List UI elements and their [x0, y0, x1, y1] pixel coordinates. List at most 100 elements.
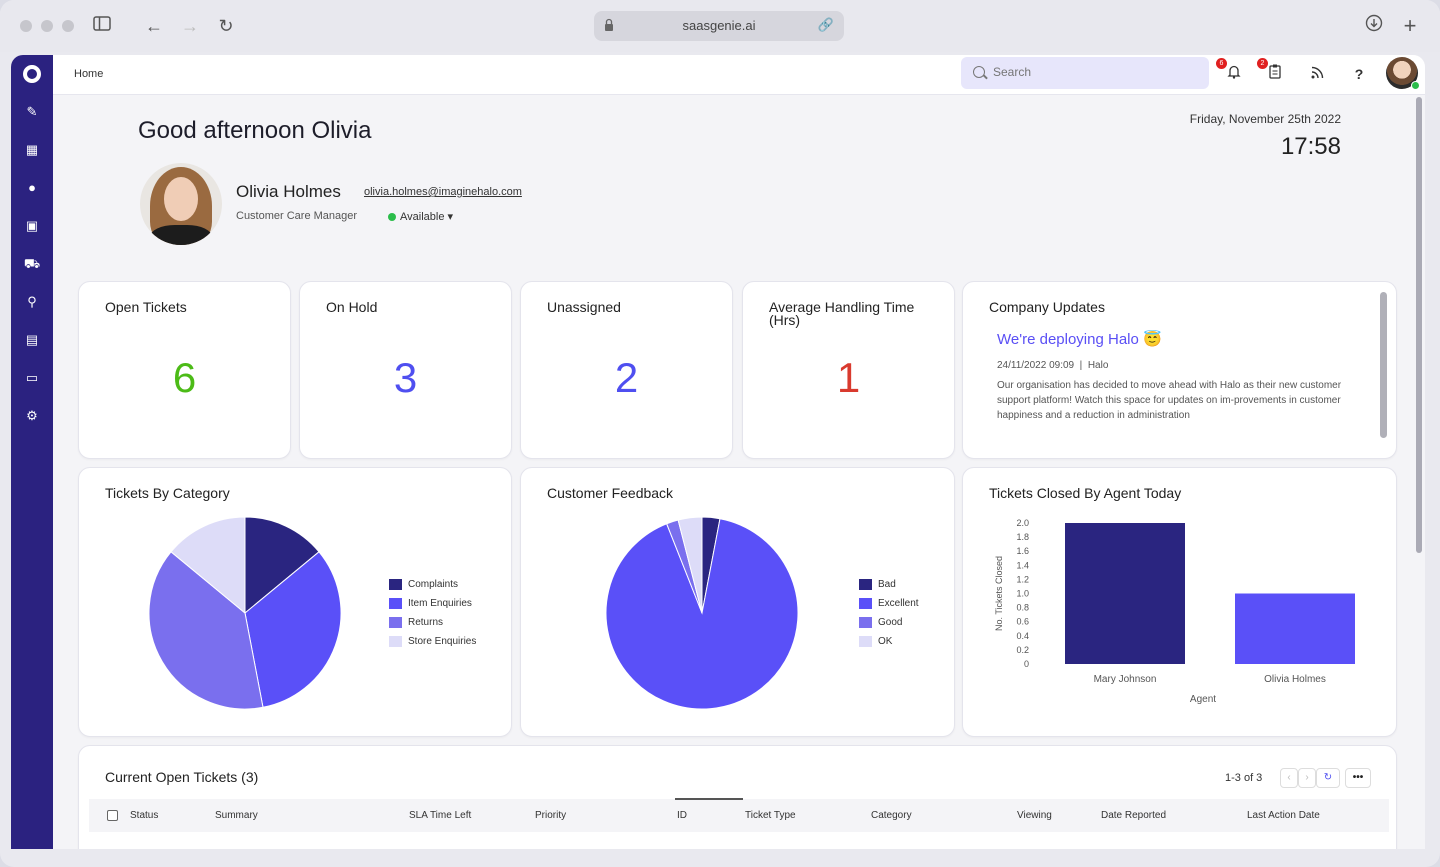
pie-slice-complaints[interactable] [244, 516, 320, 615]
table-header: Status Summary SLA Time Left Priority ID… [89, 799, 1389, 832]
chart-title: Tickets By Category [105, 485, 230, 501]
column-header-id[interactable]: ID [677, 810, 687, 821]
next-page-button[interactable]: › [1298, 768, 1316, 788]
user-icon[interactable]: ● [28, 180, 36, 195]
maximize-window-button[interactable] [62, 20, 74, 32]
legend-label: OK [878, 636, 893, 647]
stat-card-average-handling-time[interactable]: Average Handling Time (Hrs) 1 [742, 281, 955, 459]
stat-card-on-hold[interactable]: On Hold 3 [299, 281, 512, 459]
customer-feedback-pie[interactable] [604, 515, 800, 711]
help-icon[interactable]: ? [1354, 66, 1364, 82]
stat-card-open-tickets[interactable]: Open Tickets 6 [78, 281, 291, 459]
legend-item-store-enquiries[interactable]: Store Enquiries [389, 632, 476, 651]
stat-card-unassigned[interactable]: Unassigned 2 [520, 281, 733, 459]
select-all-checkbox[interactable] [107, 810, 118, 821]
y-tick-label: 0 [1024, 659, 1029, 669]
legend-item-complaints[interactable]: Complaints [389, 575, 476, 594]
calendar-icon[interactable]: ▦ [25, 142, 39, 157]
previous-page-button[interactable]: ‹ [1280, 768, 1298, 788]
chart-title: Tickets Closed By Agent Today [989, 485, 1182, 501]
current-open-tickets-card: Current Open Tickets (3) 1-3 of 3 ‹ › ↻ … [78, 745, 1397, 849]
search-icon [973, 66, 985, 78]
user-name: Olivia Holmes [236, 182, 341, 201]
user-email-link[interactable]: olivia.holmes@imaginehalo.com [364, 186, 522, 198]
user-avatar[interactable] [1386, 57, 1420, 90]
column-header-status[interactable]: Status [130, 810, 159, 821]
legend-label: Good [878, 617, 903, 628]
pagination-label: 1-3 of 3 [1225, 772, 1263, 784]
halo-logo-icon[interactable] [23, 65, 41, 83]
legend-item-bad[interactable]: Bad [859, 575, 919, 594]
link-icon[interactable]: 🔗 [817, 17, 834, 32]
pie-slice-ok[interactable] [677, 516, 703, 614]
availability-dropdown[interactable]: Available ▾ [388, 210, 453, 223]
minimize-window-button[interactable] [41, 20, 53, 32]
tickets-by-category-card: Tickets By Category Complaints Item Enqui… [78, 467, 512, 737]
legend-item-returns[interactable]: Returns [389, 613, 476, 632]
settings-gear-icon[interactable]: ⚙ [26, 408, 38, 423]
legend-item-good[interactable]: Good [859, 613, 919, 632]
breadcrumb[interactable]: Home [74, 68, 104, 80]
tickets-icon[interactable]: ✎ [26, 104, 38, 119]
back-arrow-icon[interactable]: ← [145, 16, 163, 36]
available-status-dot [388, 213, 396, 221]
notifications-bell-icon[interactable]: 6 [1216, 58, 1244, 84]
legend-item-item-enquiries[interactable]: Item Enquiries [389, 594, 476, 613]
pie-slice-returns[interactable] [148, 551, 264, 710]
legend-swatch [859, 579, 872, 590]
y-tick-label: 0.4 [1016, 631, 1029, 641]
more-options-icon[interactable]: ••• [1345, 768, 1371, 788]
legend-swatch [389, 579, 402, 590]
tickets-closed-bar-chart: 2.0 1.8 1.6 1.4 1.2 1.0 0.8 0.6 0.4 0.2 0 No. Ticke… [994, 518, 1355, 705]
greeting-title: Good afternoon Olivia [138, 117, 372, 144]
y-tick-label: 1.8 [1016, 532, 1029, 542]
package-icon[interactable]: ▣ [25, 218, 39, 233]
legend-item-ok[interactable]: OK [859, 632, 919, 651]
refresh-icon[interactable]: ↻ [1316, 768, 1340, 788]
truck-icon[interactable]: ⛟ [23, 256, 41, 271]
y-axis-label: No. Tickets Closed [994, 556, 1004, 631]
sidebar-toggle-icon[interactable] [90, 14, 114, 38]
app-frame: ✎ ▦ ● ▣ ⛟ ⚲ ▤ ▭ ⚙ Home 6 2 [11, 55, 1425, 849]
column-header-ticket-type[interactable]: Ticket Type [745, 810, 796, 821]
column-header-category[interactable]: Category [871, 810, 912, 821]
search-box[interactable] [961, 57, 1209, 89]
column-header-last-action-date[interactable]: Last Action Date [1247, 810, 1320, 821]
update-author: Halo [1087, 360, 1109, 371]
pie-slice-item-enquiries[interactable] [244, 551, 342, 708]
address-bar[interactable]: saasgenie.ai 🔗 [594, 11, 844, 41]
legend-item-excellent[interactable]: Excellent [859, 594, 919, 613]
bar-olivia-holmes[interactable] [1235, 593, 1355, 665]
pie-slice-store-enquiries[interactable] [170, 516, 246, 615]
rss-feed-icon[interactable] [1307, 64, 1327, 84]
bar-mary-johnson[interactable] [1065, 523, 1185, 664]
reload-icon[interactable]: ↻ [218, 16, 234, 36]
tickets-by-category-pie[interactable] [147, 515, 343, 711]
lock-icon [605, 18, 613, 31]
monitor-icon[interactable]: ▭ [25, 370, 39, 385]
column-header-date-reported[interactable]: Date Reported [1101, 810, 1167, 821]
search-icon[interactable]: ⚲ [27, 294, 37, 309]
page-scrollbar[interactable] [1416, 97, 1422, 553]
stat-title: Open Tickets [105, 299, 187, 315]
pie-slice-excellent[interactable] [605, 518, 799, 710]
column-header-priority[interactable]: Priority [535, 810, 567, 821]
legend-swatch [389, 617, 402, 628]
new-tab-icon[interactable]: + [1403, 13, 1417, 38]
y-tick-label: 1.6 [1016, 546, 1029, 556]
forward-arrow-icon[interactable]: → [181, 16, 199, 36]
column-header-sla[interactable]: SLA Time Left [409, 810, 472, 821]
update-headline[interactable]: We're deploying Halo 😇 [997, 331, 1162, 348]
chart-title: Customer Feedback [547, 485, 674, 501]
column-header-summary[interactable]: Summary [215, 810, 258, 821]
close-window-button[interactable] [20, 20, 32, 32]
browser-toolbar: ← → ↻ saasgenie.ai 🔗 + [0, 0, 1440, 52]
column-header-viewing[interactable]: Viewing [1017, 810, 1052, 821]
document-icon[interactable]: ▤ [25, 332, 39, 347]
updates-scrollbar[interactable] [1380, 292, 1387, 438]
search-input[interactable] [993, 65, 1193, 79]
legend-swatch [859, 617, 872, 628]
clipboard-icon[interactable]: 2 [1257, 58, 1285, 84]
notifications-badge: 6 [1216, 58, 1227, 69]
download-icon[interactable] [1362, 14, 1386, 38]
